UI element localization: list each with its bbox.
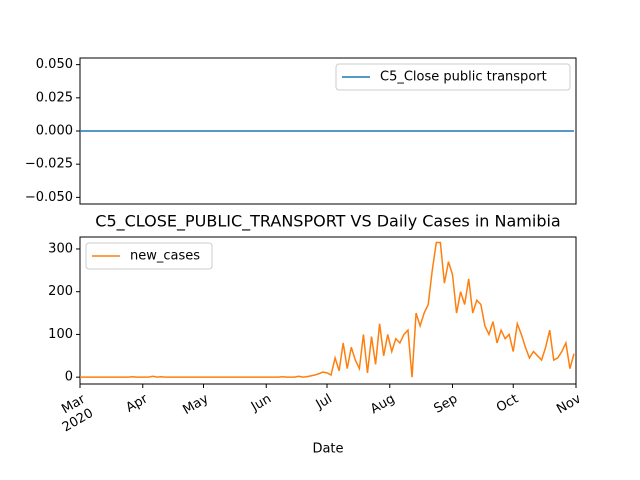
y-tick-label: 0.050: [36, 57, 73, 72]
x-tick-label: Apr: [124, 391, 152, 416]
y-tick-label: 0: [65, 370, 73, 385]
x-tick-label: Mar2020: [52, 391, 97, 435]
y-tick-label: 100: [48, 327, 73, 342]
x-tick-label: Nov: [554, 391, 584, 417]
y-tick-label: 200: [48, 284, 73, 299]
plot-frame: [79, 236, 577, 385]
y-tick-label: −0.050: [25, 190, 73, 205]
x-tick-label: Jun: [248, 392, 274, 416]
x-axis-label: Date: [312, 442, 343, 457]
x-tick-label: Sep: [432, 392, 461, 417]
y-tick-label: −0.025: [25, 157, 73, 172]
data-line: [80, 241, 575, 378]
legend-label: C5_Close public transport: [380, 70, 547, 85]
chart-title: C5_CLOSE_PUBLIC_TRANSPORT VS Daily Cases…: [95, 212, 560, 232]
x-tick-label: May: [180, 391, 211, 418]
y-tick-label: 300: [48, 241, 73, 256]
y-tick-label: 0.000: [36, 124, 73, 139]
y-tick-label: 0.025: [36, 90, 73, 105]
legend-label: new_cases: [130, 249, 200, 264]
x-tick-label: Aug: [368, 392, 397, 418]
x-tick-label: Jul: [313, 392, 335, 413]
legend-box: [335, 63, 571, 91]
x-tick-label: Oct: [494, 392, 521, 416]
legend-box: [85, 242, 213, 270]
